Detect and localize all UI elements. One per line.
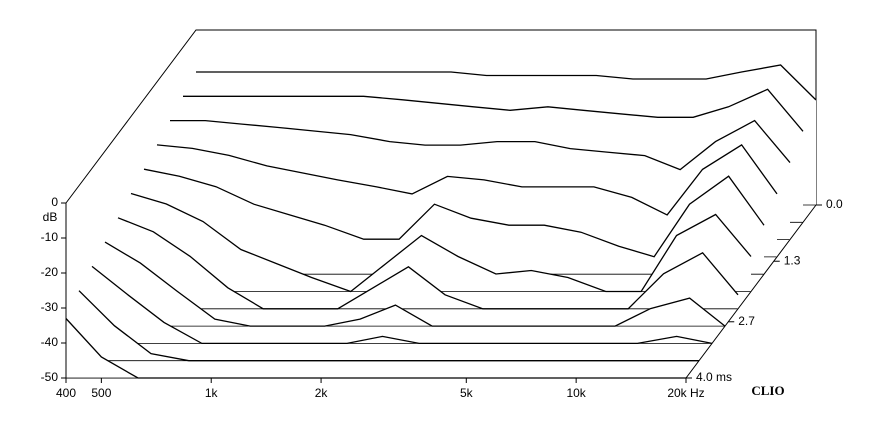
x-tick-label: 5k xyxy=(460,386,474,400)
decay-slice xyxy=(156,144,778,216)
slice-fill xyxy=(105,242,725,327)
x-tick-label: 1k xyxy=(205,386,219,400)
y-tick-label: -40 xyxy=(41,335,59,349)
slice-fill xyxy=(79,290,699,361)
decay-slice xyxy=(196,64,817,101)
x-tick-label: 500 xyxy=(91,386,111,400)
y-tick-label: 0 xyxy=(51,195,58,209)
decay-slice xyxy=(130,192,752,293)
y-axis-label: dB xyxy=(43,210,58,224)
y-tick-label: -20 xyxy=(41,265,59,279)
slice-fill xyxy=(144,169,764,275)
decay-slice xyxy=(117,217,739,310)
brand: CLIO xyxy=(751,383,784,398)
slice-fill xyxy=(92,266,712,344)
decay-slice xyxy=(143,168,765,258)
x-tick-label: 10k xyxy=(566,386,586,400)
z-tick-label: 1.3 xyxy=(784,253,801,267)
z-tick-label: 0.0 xyxy=(826,197,843,211)
y-tick-label: -50 xyxy=(41,370,59,384)
y-tick-label: -30 xyxy=(41,300,59,314)
x-tick-label: 20k Hz xyxy=(667,386,704,400)
x-tick-label: 400 xyxy=(56,386,76,400)
x-tick-label: 2k xyxy=(315,386,329,400)
decay-slice xyxy=(170,119,791,171)
y-tick-label: -10 xyxy=(41,230,59,244)
decay-slice xyxy=(183,88,804,132)
z-tick-label: 4.0 ms xyxy=(696,370,732,384)
decay-slice xyxy=(104,241,726,327)
z-tick-label: 2.7 xyxy=(738,314,755,328)
